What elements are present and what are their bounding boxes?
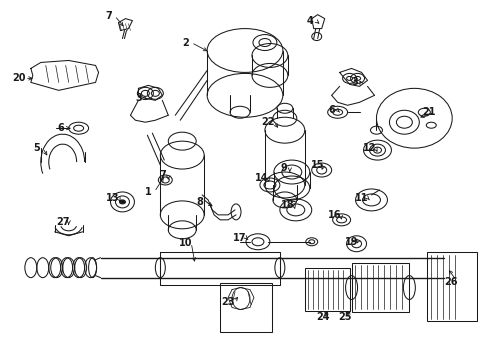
Text: 16: 16 <box>327 210 341 220</box>
Bar <box>304 268 349 311</box>
Text: 22: 22 <box>261 117 274 127</box>
Text: 2: 2 <box>182 37 188 48</box>
Text: 18: 18 <box>281 200 294 210</box>
Text: 7: 7 <box>105 11 112 21</box>
Text: 26: 26 <box>444 276 457 287</box>
Text: 23: 23 <box>221 297 234 306</box>
Bar <box>427 252 476 321</box>
Text: 1: 1 <box>145 187 151 197</box>
Text: 7: 7 <box>159 170 165 180</box>
Text: 10: 10 <box>178 238 192 248</box>
Text: 8: 8 <box>196 197 203 207</box>
Bar <box>220 283 271 332</box>
Text: 25: 25 <box>337 312 351 323</box>
Text: 14: 14 <box>255 173 268 183</box>
Text: 11: 11 <box>354 193 367 203</box>
Bar <box>351 263 408 312</box>
Text: 4: 4 <box>306 15 312 26</box>
Text: 12: 12 <box>362 143 375 153</box>
Text: 6: 6 <box>327 105 334 115</box>
Text: 3: 3 <box>350 77 357 87</box>
Text: 17: 17 <box>233 233 246 243</box>
Text: 24: 24 <box>315 312 329 323</box>
Text: 15: 15 <box>310 160 324 170</box>
Text: 5: 5 <box>33 143 40 153</box>
Text: 13: 13 <box>105 193 119 203</box>
Ellipse shape <box>119 200 125 204</box>
Text: 20: 20 <box>12 73 25 84</box>
Text: 27: 27 <box>56 217 69 227</box>
Text: 21: 21 <box>422 107 435 117</box>
Text: 3: 3 <box>135 93 142 103</box>
Text: 19: 19 <box>344 237 358 247</box>
Text: 6: 6 <box>57 123 64 133</box>
Text: 9: 9 <box>280 163 286 173</box>
